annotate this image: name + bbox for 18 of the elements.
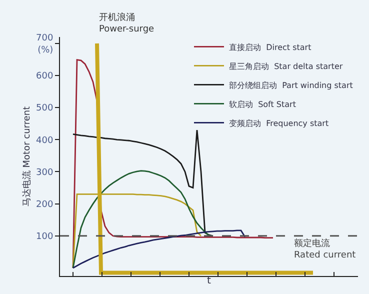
y-axis-title: 马达电流 Motor current (21, 106, 32, 207)
line-series (72, 129, 214, 237)
legend-label: 变频启动 Frequency start (229, 118, 329, 128)
line-series (72, 230, 246, 269)
legend-label: 部分绕组启动 Part winding start (229, 80, 353, 90)
y-tick-label: 400 (36, 136, 54, 146)
y-tick-label: 600 (36, 72, 54, 82)
y-tick-label: 700 (%) (36, 34, 54, 56)
y-tick-label: 500 (36, 104, 54, 114)
y-tick-label: 200 (36, 200, 54, 210)
y-tick-label: 300 (36, 168, 54, 178)
legend-label: 直接启动 Direct start (229, 42, 312, 52)
y-tick-label: 100 (36, 232, 54, 242)
legend-label: 软启动 Soft Start (229, 100, 296, 109)
legend-label: 星三角启动 Star delta starter (229, 62, 344, 71)
ref-line-label: 额定电流 Rated current (294, 238, 356, 261)
text: 开机浪涌 Power-surge (99, 12, 155, 35)
x-axis-title: t (207, 276, 212, 286)
